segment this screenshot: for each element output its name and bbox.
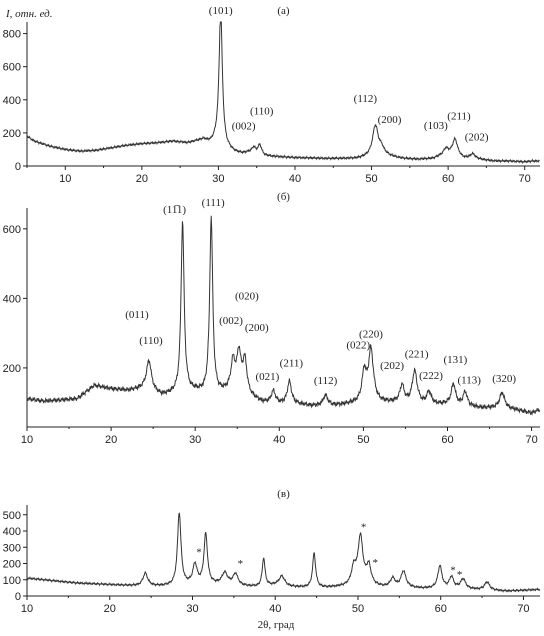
y-tick-label: 300 bbox=[3, 542, 21, 554]
x-tick-label: 70 bbox=[519, 173, 531, 185]
series-line bbox=[26, 512, 541, 593]
peak-label: (200) bbox=[378, 114, 402, 126]
chart-panel: (а) 10 20 30 40 50 60 70 0 200 400 600 800 (101) (002)… bbox=[3, 5, 540, 185]
peak-label: (211) bbox=[280, 357, 304, 369]
series-line bbox=[26, 21, 540, 165]
y-tick-label: 600 bbox=[3, 224, 21, 236]
chart-panel: (б) 10 20 30 40 50 60 70 200 400 600 (110) (11̅1) (11… bbox=[3, 191, 541, 446]
x-tick-label: 30 bbox=[186, 603, 198, 615]
x-tick-label: 30 bbox=[189, 434, 201, 446]
peak-label: (011) bbox=[125, 309, 149, 321]
peak-label: (021) bbox=[255, 371, 279, 383]
y-tick-label: 0 bbox=[15, 591, 21, 603]
y-tick-label: 0 bbox=[15, 161, 21, 173]
x-tick-label: 20 bbox=[136, 173, 148, 185]
x-tick-label: 70 bbox=[517, 603, 529, 615]
y-tick-label: 400 bbox=[3, 526, 21, 538]
peak-label: (211) bbox=[447, 111, 471, 123]
peak-label: (11̅1) bbox=[163, 204, 186, 216]
x-tick-label: 20 bbox=[104, 603, 116, 615]
x-tick-label: 20 bbox=[105, 434, 117, 446]
x-tick-label: 60 bbox=[441, 434, 453, 446]
peak-label: (113) bbox=[457, 374, 481, 386]
y-tick-label: 100 bbox=[3, 575, 21, 587]
x-tick-label: 40 bbox=[289, 173, 301, 185]
peak-label: (222) bbox=[419, 370, 443, 382]
panel-label: (в) bbox=[277, 488, 290, 500]
x-tick-label: 10 bbox=[21, 434, 33, 446]
peak-label: (002) bbox=[219, 315, 243, 327]
x-tick-label: 50 bbox=[357, 434, 369, 446]
panel-label: (а) bbox=[277, 5, 290, 17]
peak-label: (200) bbox=[245, 322, 269, 334]
peak-label: (221) bbox=[405, 348, 429, 360]
y-axis-label: I, отн. ед. bbox=[5, 8, 53, 20]
panel-label: (б) bbox=[277, 191, 290, 203]
x-tick-label: 40 bbox=[269, 603, 281, 615]
peak-label: (022) bbox=[346, 340, 370, 352]
y-tick-label: 200 bbox=[3, 128, 21, 140]
impurity-marker: * bbox=[238, 558, 244, 570]
x-tick-label: 10 bbox=[21, 603, 33, 615]
peak-label: (020) bbox=[235, 290, 259, 302]
impurity-marker: * bbox=[372, 557, 378, 569]
peak-label: (002) bbox=[232, 121, 256, 133]
peak-label: (112) bbox=[354, 93, 378, 105]
peak-label: (112) bbox=[314, 375, 338, 387]
x-tick-label: 40 bbox=[273, 434, 285, 446]
y-tick-label: 500 bbox=[3, 510, 21, 522]
impurity-marker: * bbox=[450, 565, 456, 577]
peak-label: (202) bbox=[380, 360, 404, 372]
peak-label: (103) bbox=[424, 120, 448, 132]
x-tick-label: 70 bbox=[525, 434, 537, 446]
peak-label: (202) bbox=[465, 132, 489, 144]
y-tick-label: 800 bbox=[3, 29, 21, 41]
peak-label: (131) bbox=[443, 354, 467, 366]
x-tick-label: 10 bbox=[59, 173, 71, 185]
impurity-marker: * bbox=[457, 569, 463, 581]
y-tick-label: 600 bbox=[3, 62, 21, 74]
peak-label: (110) bbox=[139, 335, 163, 347]
x-axis-label: 2θ, град bbox=[258, 619, 295, 631]
y-tick-label: 400 bbox=[3, 95, 21, 107]
y-tick-label: 200 bbox=[3, 559, 21, 571]
x-tick-label: 60 bbox=[442, 173, 454, 185]
x-tick-label: 60 bbox=[435, 603, 447, 615]
x-tick-label: 50 bbox=[352, 603, 364, 615]
impurity-marker: * bbox=[196, 547, 202, 559]
peak-label: (320) bbox=[492, 373, 516, 385]
impurity-marker: * bbox=[361, 521, 367, 533]
x-tick-label: 50 bbox=[365, 173, 377, 185]
y-tick-label: 400 bbox=[3, 293, 21, 305]
series-line bbox=[26, 215, 541, 416]
peak-label: (101) bbox=[209, 5, 233, 17]
peak-label: (110) bbox=[250, 105, 274, 117]
x-tick-label: 30 bbox=[212, 173, 224, 185]
peak-label: (111) bbox=[202, 197, 225, 209]
peak-label: (220) bbox=[359, 329, 383, 341]
y-tick-label: 200 bbox=[3, 363, 21, 375]
panels: (а)10 20 30 40 50 60 700200400600800(101)(002)… bbox=[3, 5, 541, 615]
